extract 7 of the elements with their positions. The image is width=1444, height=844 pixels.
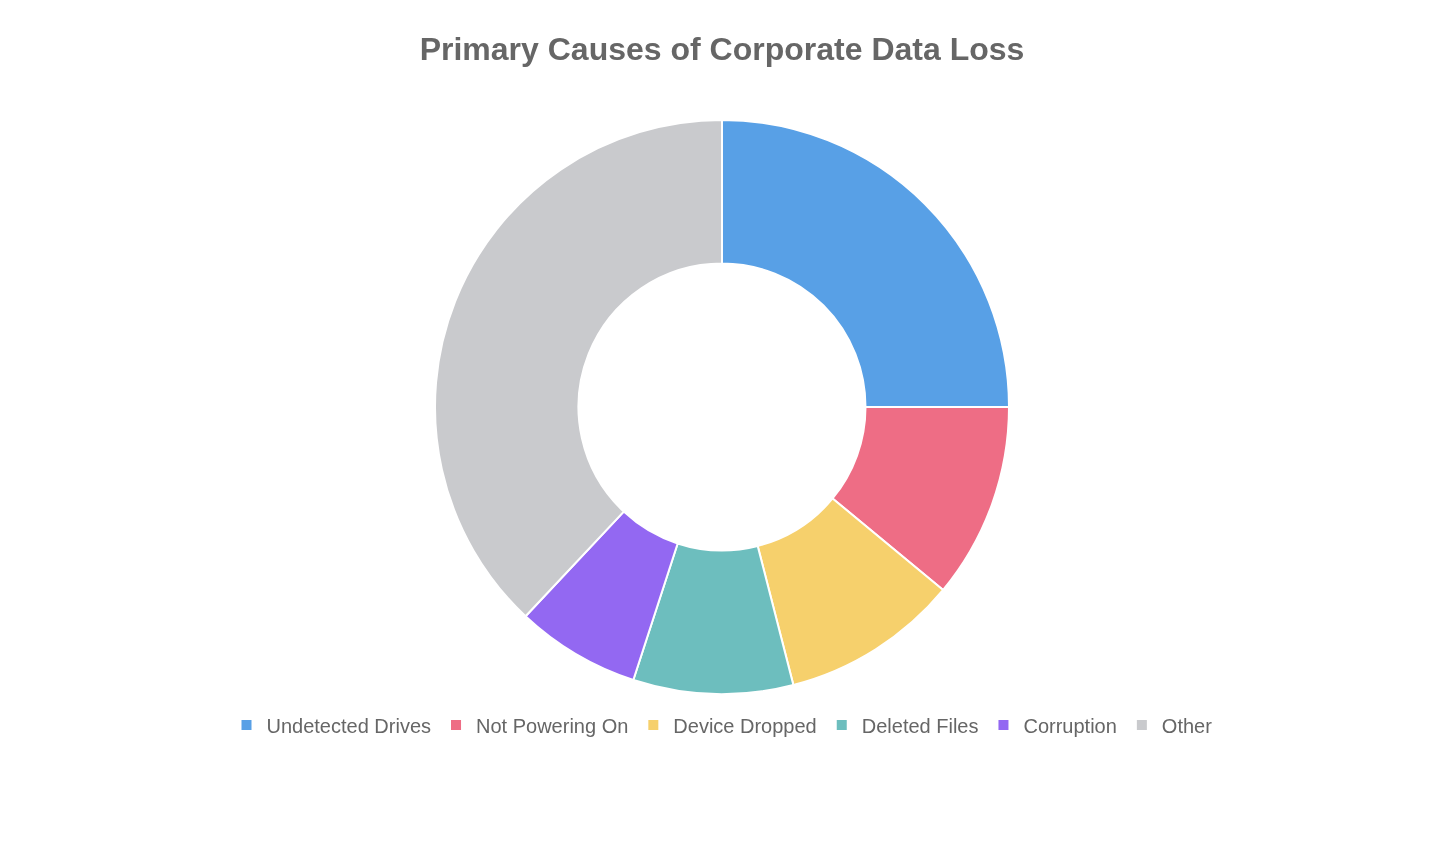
legend-label: Deleted Files bbox=[861, 714, 979, 737]
legend-label: Not Powering On bbox=[476, 714, 629, 737]
chart-title: Primary Causes of Corporate Data Loss bbox=[419, 31, 1025, 68]
legend-label: Corruption bbox=[1023, 714, 1117, 737]
legend-label: Device Dropped bbox=[673, 714, 817, 737]
legend-label: Undetected Drives bbox=[266, 714, 432, 737]
legend-label: Other bbox=[1161, 714, 1213, 737]
